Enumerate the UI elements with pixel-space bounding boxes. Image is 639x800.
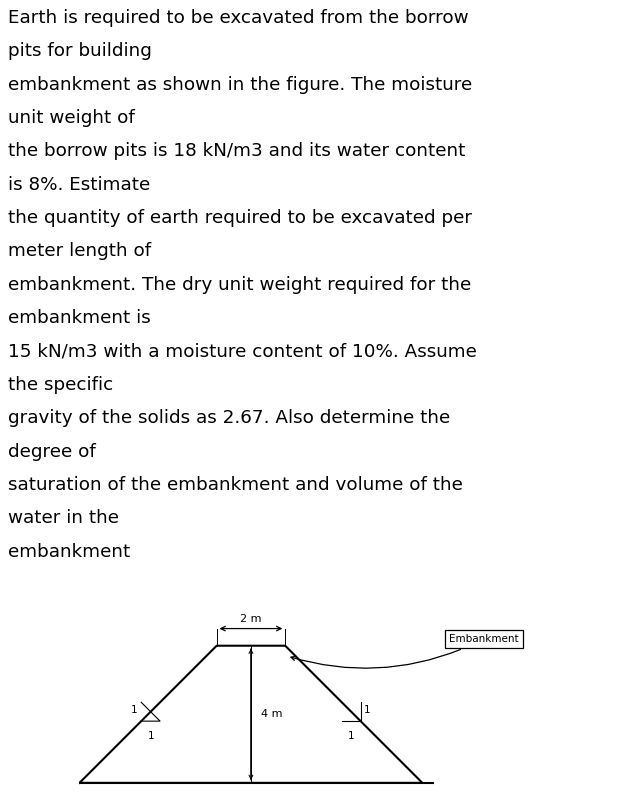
Text: unit weight of: unit weight of bbox=[8, 109, 135, 127]
Text: the specific: the specific bbox=[8, 376, 114, 394]
Text: meter length of: meter length of bbox=[8, 242, 151, 260]
Text: pits for building: pits for building bbox=[8, 42, 152, 60]
Text: embankment. The dry unit weight required for the: embankment. The dry unit weight required… bbox=[8, 276, 472, 294]
Text: the borrow pits is 18 kN/m3 and its water content: the borrow pits is 18 kN/m3 and its wate… bbox=[8, 142, 466, 160]
Text: 2 m: 2 m bbox=[240, 614, 262, 625]
Text: is 8%. Estimate: is 8%. Estimate bbox=[8, 176, 151, 194]
Text: 1: 1 bbox=[148, 731, 154, 742]
Text: 1: 1 bbox=[131, 705, 138, 715]
Text: 1: 1 bbox=[364, 705, 371, 715]
Text: embankment as shown in the figure. The moisture: embankment as shown in the figure. The m… bbox=[8, 75, 473, 94]
Text: embankment: embankment bbox=[8, 542, 130, 561]
Text: degree of: degree of bbox=[8, 442, 96, 461]
Text: the quantity of earth required to be excavated per: the quantity of earth required to be exc… bbox=[8, 209, 472, 227]
Text: water in the: water in the bbox=[8, 510, 119, 527]
Text: saturation of the embankment and volume of the: saturation of the embankment and volume … bbox=[8, 476, 463, 494]
Text: embankment is: embankment is bbox=[8, 309, 151, 327]
Text: Embankment: Embankment bbox=[291, 634, 519, 668]
Text: Earth is required to be excavated from the borrow: Earth is required to be excavated from t… bbox=[8, 9, 469, 26]
Text: 1: 1 bbox=[348, 731, 355, 742]
Text: 4 m: 4 m bbox=[261, 710, 282, 719]
Text: gravity of the solids as 2.67. Also determine the: gravity of the solids as 2.67. Also dete… bbox=[8, 410, 450, 427]
Text: 15 kN/m3 with a moisture content of 10%. Assume: 15 kN/m3 with a moisture content of 10%.… bbox=[8, 342, 477, 361]
